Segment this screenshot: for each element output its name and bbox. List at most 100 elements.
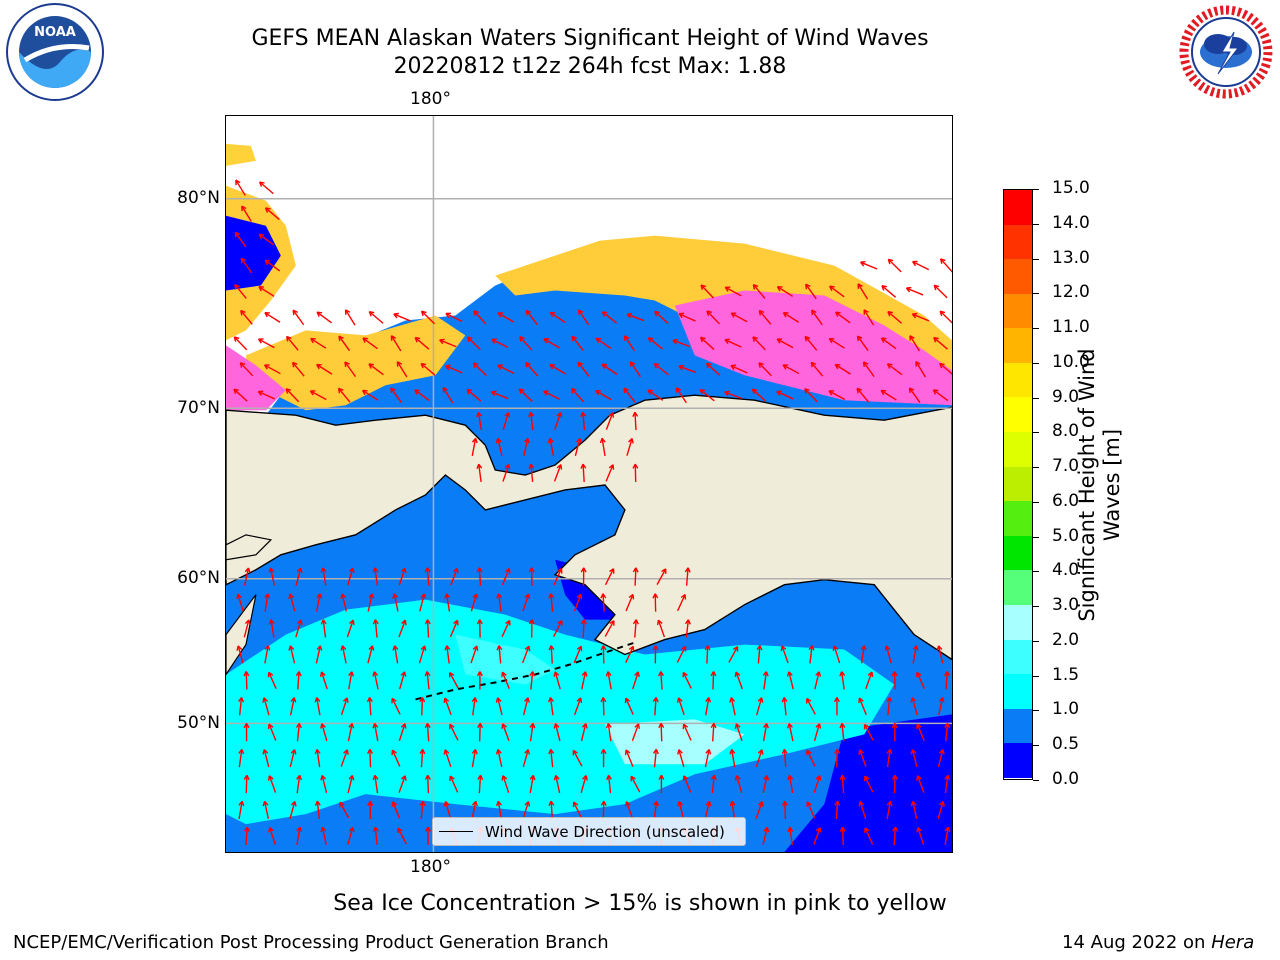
wave-direction-arrowhead (238, 800, 245, 807)
wave-direction-arrowhead (881, 285, 887, 291)
wave-direction-arrowhead (476, 463, 483, 470)
wave-direction-arrowhead (600, 697, 607, 703)
wave-direction-arrow (322, 567, 327, 586)
wave-direction-arrowhead (624, 801, 631, 807)
wave-direction-arrowhead (734, 723, 741, 729)
wave-direction-arrowhead (710, 671, 717, 677)
wave-direction-arrowhead (912, 645, 919, 651)
wave-direction-arrowhead (466, 336, 473, 343)
wave-direction-arrow (908, 387, 921, 403)
wave-direction-arrow (625, 594, 634, 612)
wave-direction-arrow (656, 568, 667, 585)
wave-direction-arrow (916, 723, 925, 741)
wave-direction-arrow (763, 671, 768, 690)
wave-direction-arrow (660, 671, 663, 690)
wave-direction-arrowhead (886, 748, 893, 755)
wave-direction-arrowhead (699, 336, 706, 343)
wave-direction-arrowhead (296, 567, 303, 574)
sea-ice-zone (226, 143, 256, 166)
wave-direction-arrow (724, 286, 742, 297)
wave-direction-arrowhead (912, 260, 918, 267)
wave-direction-arrowhead (444, 593, 451, 599)
wave-direction-arrowhead (804, 388, 810, 394)
map-title: GEFS MEAN Alaskan Waters Significant Hei… (251, 26, 929, 51)
wave-direction-arrowhead (652, 748, 659, 755)
wave-direction-arrowhead (496, 593, 503, 599)
wave-direction-arrowhead (504, 412, 511, 418)
wave-direction-arrowhead (601, 311, 608, 317)
wave-direction-arrowhead (362, 337, 369, 343)
wave-direction-arrowhead (571, 335, 578, 342)
wave-direction-arrow (238, 749, 243, 768)
wave-direction-arrow (233, 388, 248, 402)
wave-direction-arrow (498, 645, 502, 664)
wave-direction-arrow (835, 311, 851, 324)
wave-direction-arrow (857, 283, 869, 300)
lat-label-70n: 70°N (177, 398, 220, 418)
wave-direction-arrowhead (839, 774, 846, 781)
wave-direction-arrowhead (600, 593, 607, 599)
wave-direction-arrow (880, 389, 897, 401)
wave-direction-arrow (373, 723, 379, 742)
wave-direction-arrow (678, 313, 696, 322)
wave-direction-arrow (730, 364, 748, 374)
no-data-area (226, 116, 952, 416)
wave-direction-arrowhead (505, 619, 511, 626)
colorbar-tick (1033, 745, 1039, 747)
wave-direction-arrow (322, 619, 327, 638)
noaa-logo: NOAA (5, 2, 105, 102)
wave-direction-arrowhead (476, 619, 483, 625)
wave-direction-arrow (685, 619, 690, 638)
wave-direction-arrowhead (400, 671, 407, 677)
sea-ice-zone (674, 290, 952, 406)
wave-direction-arrowhead (476, 671, 483, 677)
wave-direction-arrowhead (572, 749, 578, 756)
wave-direction-arrowhead (654, 310, 660, 317)
wave-direction-arrowhead (705, 749, 712, 755)
wave-direction-arrow (933, 337, 948, 350)
wave-direction-arrowhead (576, 645, 583, 652)
wave-direction-arrow (933, 284, 948, 299)
wave-direction-arrow (289, 749, 296, 768)
wave-direction-arrow (582, 619, 585, 638)
wave-direction-arrow (316, 311, 332, 324)
legend-line-swatch (439, 831, 473, 832)
colorbar-tick-label: 6.0 (1052, 490, 1080, 511)
wave-direction-arrowhead (605, 723, 612, 729)
wave-direction-arrowhead (781, 800, 788, 806)
wave-direction-arrowhead (259, 181, 265, 187)
wave-direction-arrow (630, 775, 641, 793)
wave-direction-arrow (810, 361, 824, 377)
wave-direction-arrowhead (678, 364, 684, 371)
wave-direction-arrowhead (368, 645, 375, 651)
wave-direction-arrowhead (943, 671, 950, 677)
wave-direction-arrow (626, 438, 633, 456)
wave-direction-arrow (706, 362, 721, 376)
wave-direction-arrowhead (815, 775, 822, 781)
wave-direction-arrow (571, 335, 584, 351)
wave-direction-arrow (728, 646, 739, 663)
wave-direction-arrow (937, 749, 944, 768)
wave-direction-arrowhead (752, 336, 758, 342)
wave-direction-arrowhead (880, 389, 887, 396)
wave-direction-arrowhead (729, 748, 736, 755)
wave-direction-arrowhead (340, 645, 347, 651)
wave-direction-arrow (519, 336, 533, 351)
wave-direction-arrowhead (525, 361, 531, 368)
wave-direction-arrow (705, 697, 710, 716)
wave-direction-arrowhead (391, 749, 397, 756)
wave-direction-arrowhead (634, 723, 640, 729)
wave-direction-arrowhead (316, 311, 323, 317)
wave-direction-arrowhead (548, 593, 555, 599)
wave-direction-arrowhead (939, 258, 946, 264)
wave-direction-arrowhead (911, 312, 918, 319)
wave-direction-arrow (736, 775, 743, 793)
wave-direction-arrow (321, 723, 328, 742)
wave-direction-arrowhead (472, 800, 478, 807)
wave-direction-arrow (781, 645, 789, 664)
wave-direction-arrowhead (676, 697, 683, 703)
wave-direction-arrow (393, 593, 399, 612)
wave-direction-arrowhead (804, 335, 811, 342)
wave-direction-arrow (683, 723, 692, 741)
wave-direction-arrowhead (647, 389, 654, 395)
